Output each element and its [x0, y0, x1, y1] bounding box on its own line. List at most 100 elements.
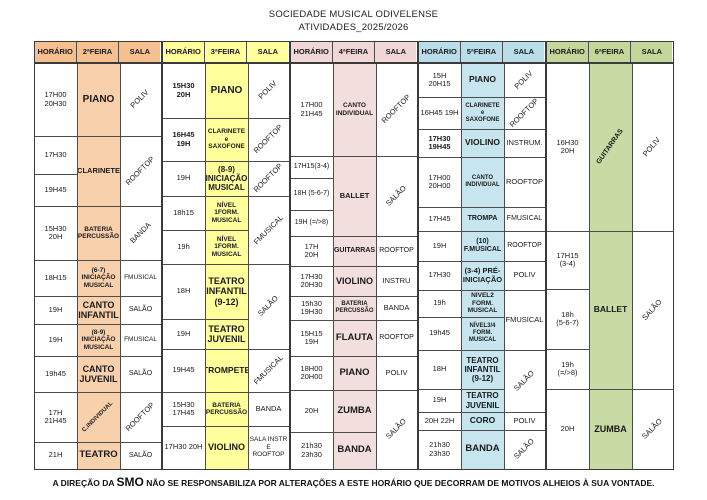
act-cell: TEATRO JUVENIL [205, 319, 248, 350]
sala-cell: ROOFTOP [376, 237, 417, 267]
time-cell: 16H30 20H [546, 64, 589, 232]
day-group: HORÁRIO 3ªFEIRA SALA 15H30 20H 16H45 19H 19H 1… [161, 40, 290, 470]
act-cell: BANDA [461, 430, 504, 469]
time-cell: 17H00 20H00 [418, 158, 461, 208]
day-header: 4ªFEIRA [331, 41, 375, 62]
act-cell: BANDA [333, 432, 376, 469]
sala-cell: FMUSICAL [248, 350, 289, 393]
act-cell: CANTO INDIVIDUAL [461, 157, 504, 208]
sala-header: SALA [118, 41, 161, 62]
sala-header: SALA [630, 41, 673, 62]
act-cell: PIANO [77, 63, 120, 137]
group-body: 17H00 20H30 17H30 19H45 15H30 20H 18H15 19H 19… [34, 63, 161, 469]
group-body: 17H00 21H45 17H15(3-4) 18H (5-6-7) 19H (=/>… [290, 63, 417, 469]
sala-cell: SALÃO [128, 451, 153, 459]
act-cell: VIOLINO [333, 266, 376, 297]
act-column: PIANO CLARINETE e SAXOFONE (8-9) INICIAÇÃO… [205, 63, 249, 469]
time-cell: 19H45 [34, 175, 77, 207]
act-cell: VIOLINO [461, 129, 504, 158]
act-column: GUITARRAS BALLET ZUMBA [589, 63, 633, 469]
time-cell: 19h (=/>8) [546, 350, 589, 390]
act-cell: TEATRO INFANTIL (9-12) [205, 264, 248, 320]
time-cell: 18H [162, 265, 205, 320]
day-header: 5ªFEIRA [459, 41, 503, 62]
time-cell: 18H15 [34, 261, 77, 297]
time-cell: 19h [162, 231, 205, 265]
day-group: HORÁRIO 2ªFEIRA SALA 17H00 20H30 17H30 19H45 1… [33, 40, 162, 470]
act-column: PIANO CLARINETE BATERIA PERCUSSÃO (6-7) INI… [77, 63, 121, 469]
day-header: 6ªFEIRA [587, 41, 631, 62]
time-column: 17H00 20H30 17H30 19H45 15H30 20H 18H15 19H 19… [34, 63, 78, 469]
time-cell: 18H [418, 351, 461, 390]
sala-column: POLIV ROOFTOP ROOFTOP FMUSICAL SALÃO FMUSICAL… [248, 64, 289, 469]
sala-cell: INSTRU [376, 267, 417, 297]
sala-cell: ROOFTOP [504, 158, 545, 208]
time-cell: 19h45 [418, 318, 461, 351]
time-cell: 15H15 19H [290, 321, 333, 357]
day-group: HORÁRIO 5ªFEIRA SALA 15H 20H15 16H45 19H 17H3… [417, 40, 546, 470]
horario-header: HORÁRIO [34, 41, 76, 62]
time-cell: 18h15 [162, 197, 205, 231]
group-header-row: HORÁRIO 6ªFEIRA SALA [546, 41, 673, 64]
act-cell: NIVEL2 FORM. MUSICAL [461, 290, 504, 318]
act-cell: CANTO JUVENIL [77, 356, 120, 393]
time-cell: 15H30 20H [162, 64, 205, 119]
disclaimer-suffix: NÃO SE RESPONSABILIZA POR ALTERAÇÕES A E… [143, 477, 655, 488]
act-cell: TROMPA [461, 207, 504, 232]
sala-header: SALA [502, 41, 545, 62]
time-cell: 19H [34, 325, 77, 357]
time-cell: 15H30 20H [34, 207, 77, 261]
act-cell: (6-7) INICIAÇÃO MUSICAL [77, 260, 120, 297]
sala-cell: ROOFTOP [376, 64, 417, 157]
sala-cell: POLIV [504, 262, 545, 291]
time-cell: 18H00 20H00 [290, 357, 333, 391]
time-cell: 15H 20H15 [418, 64, 461, 98]
act-cell: BATERIA PERCUSSÃO [77, 206, 120, 261]
act-cell: PIANO [461, 63, 504, 98]
sala-cell: ROOFTOP [248, 119, 289, 162]
sala-cell: ROOFTOP [120, 393, 161, 443]
time-cell: 19H [418, 232, 461, 262]
sala-cell: POLIV [376, 357, 417, 391]
sala-cell: POLIV [632, 64, 673, 232]
act-cell: TEATRO INFANTIL (9-12) [461, 350, 504, 390]
time-column: 15H30 20H 16H45 19H 19H 18h15 19h 18H 19H 19H45… [162, 63, 206, 469]
act-cell: ZUMBA [589, 389, 632, 469]
act-cell: PIANO [205, 63, 248, 119]
sala-cell: SALÃO [639, 416, 664, 441]
time-cell: 18H (5-6-7) [290, 179, 333, 211]
act-cell: GUITARRAS [589, 63, 632, 232]
act-cell: CANTO INFANTIL [77, 296, 120, 325]
time-cell: 21h30 23h30 [301, 441, 322, 459]
sala-cell: SALÃO [376, 157, 417, 237]
act-cell: NÍVEL 1FORM. MUSICAL [205, 230, 248, 265]
sala-cell: SALÃO [632, 232, 673, 390]
act-cell: TEATRO [77, 442, 120, 469]
act-cell: TROMPETE [205, 349, 248, 393]
sala-column: ROOFTOP SALÃO ROOFTOP INSTRU BANDA ROOFTOP POL… [376, 64, 417, 469]
sala-column: POLIV ROOFTOP BANDA FMUSICAL SALÃO FMUSICAL SA… [120, 64, 161, 469]
time-column: 15H 20H15 16H45 19H 17H30 19H45 17H00 20H00… [418, 63, 462, 469]
act-cell: CLARINETE e SAXOFONE [461, 97, 504, 130]
act-cell: VIOLINO [205, 426, 248, 469]
time-cell: 17H30 20H [164, 442, 203, 452]
day-header: 3ªFEIRA [203, 41, 247, 62]
act-cell: CANTO INDIVIDUAL [333, 63, 376, 157]
act-cell: NÍVEL 1FORM. MUSICAL [205, 196, 248, 231]
sala-cell: SALÃO [248, 265, 289, 350]
time-cell: 19h45 [34, 357, 77, 393]
disclaimer-prefix: A DIREÇÃO DA [52, 477, 117, 488]
time-cell: 20H [560, 423, 575, 433]
sala-cell: SALÃO [511, 437, 536, 462]
group-body: 15H30 20H 16H45 19H 19H 18h15 19h 18H 19H 19H45… [162, 63, 289, 469]
sala-header: SALA [374, 41, 417, 62]
time-cell: 19H [418, 390, 461, 413]
time-cell: 17H45 [418, 208, 461, 232]
time-cell: 15H30 17H45 [162, 393, 205, 427]
act-cell: FLAUTA [333, 320, 376, 357]
page-title: SOCIEDADE MUSICAL ODIVELENSE ATIVIDADES_… [0, 0, 707, 35]
act-cell: BALLET [333, 156, 376, 237]
sala-cell: SALA INSTR E ROOFTOP [249, 436, 288, 459]
day-group: HORÁRIO 4ªFEIRA SALA 17H00 21H45 17H15(3-4) 1… [289, 40, 418, 470]
act-cell: CLARINETE e SAXOFONE [205, 118, 248, 162]
